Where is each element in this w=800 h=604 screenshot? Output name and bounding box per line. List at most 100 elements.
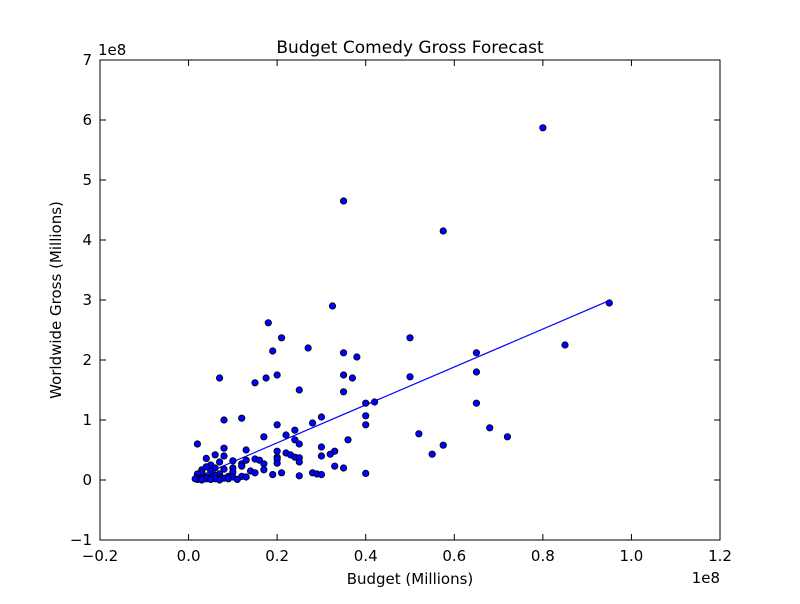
data-point [233, 475, 241, 483]
data-point [605, 299, 613, 307]
data-point [251, 379, 259, 387]
data-point [472, 349, 481, 357]
y-tick-label: 7 [82, 51, 92, 69]
data-point [260, 433, 268, 441]
chart-title: Budget Comedy Gross Forecast [276, 38, 544, 58]
data-point [291, 426, 299, 434]
data-point [295, 472, 303, 480]
plot-content [191, 124, 613, 484]
y-tick-label: 0 [82, 471, 92, 489]
y-tick-label: 6 [82, 111, 92, 129]
data-point [406, 334, 414, 342]
data-point [198, 476, 206, 484]
data-point [238, 462, 246, 470]
data-point [344, 436, 352, 444]
data-point [191, 475, 199, 483]
data-point [220, 452, 228, 460]
data-point [295, 386, 303, 394]
data-point [273, 459, 281, 467]
data-point [295, 458, 303, 466]
data-point [238, 414, 246, 422]
data-point [277, 469, 286, 477]
data-point [264, 319, 272, 327]
x-tick-label: 1.2 [708, 547, 732, 565]
x-tick-label: 0.8 [531, 547, 555, 565]
data-point [362, 412, 370, 420]
data-point [317, 452, 326, 460]
data-point [328, 302, 337, 310]
data-point [317, 413, 326, 421]
y-offset-label: 1e8 [98, 41, 126, 59]
data-point [193, 440, 202, 448]
data-point [326, 450, 334, 458]
data-point [339, 388, 348, 396]
data-point [282, 431, 290, 439]
data-point [220, 444, 228, 452]
x-tick-label: −0.2 [82, 547, 118, 565]
data-point [242, 446, 250, 454]
data-point [472, 368, 481, 376]
data-point [207, 475, 215, 483]
data-point [215, 458, 224, 466]
data-point [260, 466, 268, 474]
data-point [273, 371, 281, 379]
x-tick-label: 0.6 [442, 547, 466, 565]
data-point [406, 373, 414, 381]
regression-line [197, 300, 610, 478]
x-tick-label: 0.4 [354, 547, 378, 565]
data-point [215, 476, 224, 484]
data-point [269, 470, 277, 479]
data-point [339, 349, 348, 357]
data-point [331, 462, 339, 470]
data-point [220, 416, 228, 424]
data-point [224, 475, 233, 483]
data-point [202, 454, 210, 462]
x-tick-label: 0.0 [177, 547, 201, 565]
data-point [339, 464, 348, 472]
data-point [229, 457, 237, 465]
data-point [362, 399, 370, 407]
data-point [415, 430, 423, 438]
x-tick-label: 0.2 [265, 547, 289, 565]
data-point [317, 443, 326, 451]
data-point [251, 469, 259, 477]
data-point [370, 398, 379, 406]
y-tick-label: 2 [82, 351, 92, 369]
data-point [503, 433, 512, 441]
data-point [472, 399, 481, 407]
data-point [339, 197, 348, 205]
data-point [291, 436, 299, 444]
y-axis-label: Worldwide Gross (Millions) [47, 201, 65, 399]
y-tick-label: 1 [82, 411, 92, 429]
data-point [439, 227, 447, 235]
data-point [439, 441, 447, 449]
y-tick-label: 4 [82, 231, 92, 249]
data-point [304, 344, 312, 352]
data-point [362, 469, 370, 477]
data-point [273, 421, 281, 429]
data-point [273, 447, 281, 455]
data-point [353, 353, 361, 361]
y-tick-label: 3 [82, 291, 92, 309]
data-point [561, 341, 569, 349]
data-point [295, 440, 303, 448]
y-tick-label: 5 [82, 171, 92, 189]
data-point [220, 465, 228, 473]
data-point [211, 451, 219, 459]
x-offset-label: 1e8 [692, 569, 720, 587]
x-tick-label: 1.0 [619, 547, 643, 565]
data-point [262, 374, 270, 382]
data-point [277, 334, 286, 342]
data-point [269, 347, 277, 355]
data-point [486, 424, 494, 432]
data-point [317, 470, 326, 479]
data-point [308, 419, 317, 427]
data-point [428, 450, 436, 458]
data-point [539, 124, 547, 132]
data-point [339, 371, 348, 379]
data-point [260, 460, 268, 468]
axis-ticks: −0.2 0.0 0.2 0.4 0.6 0.8 1.0 1.2 −1 0 1 2 3 4 5 6 7 [70, 51, 732, 565]
data-point [242, 473, 250, 481]
